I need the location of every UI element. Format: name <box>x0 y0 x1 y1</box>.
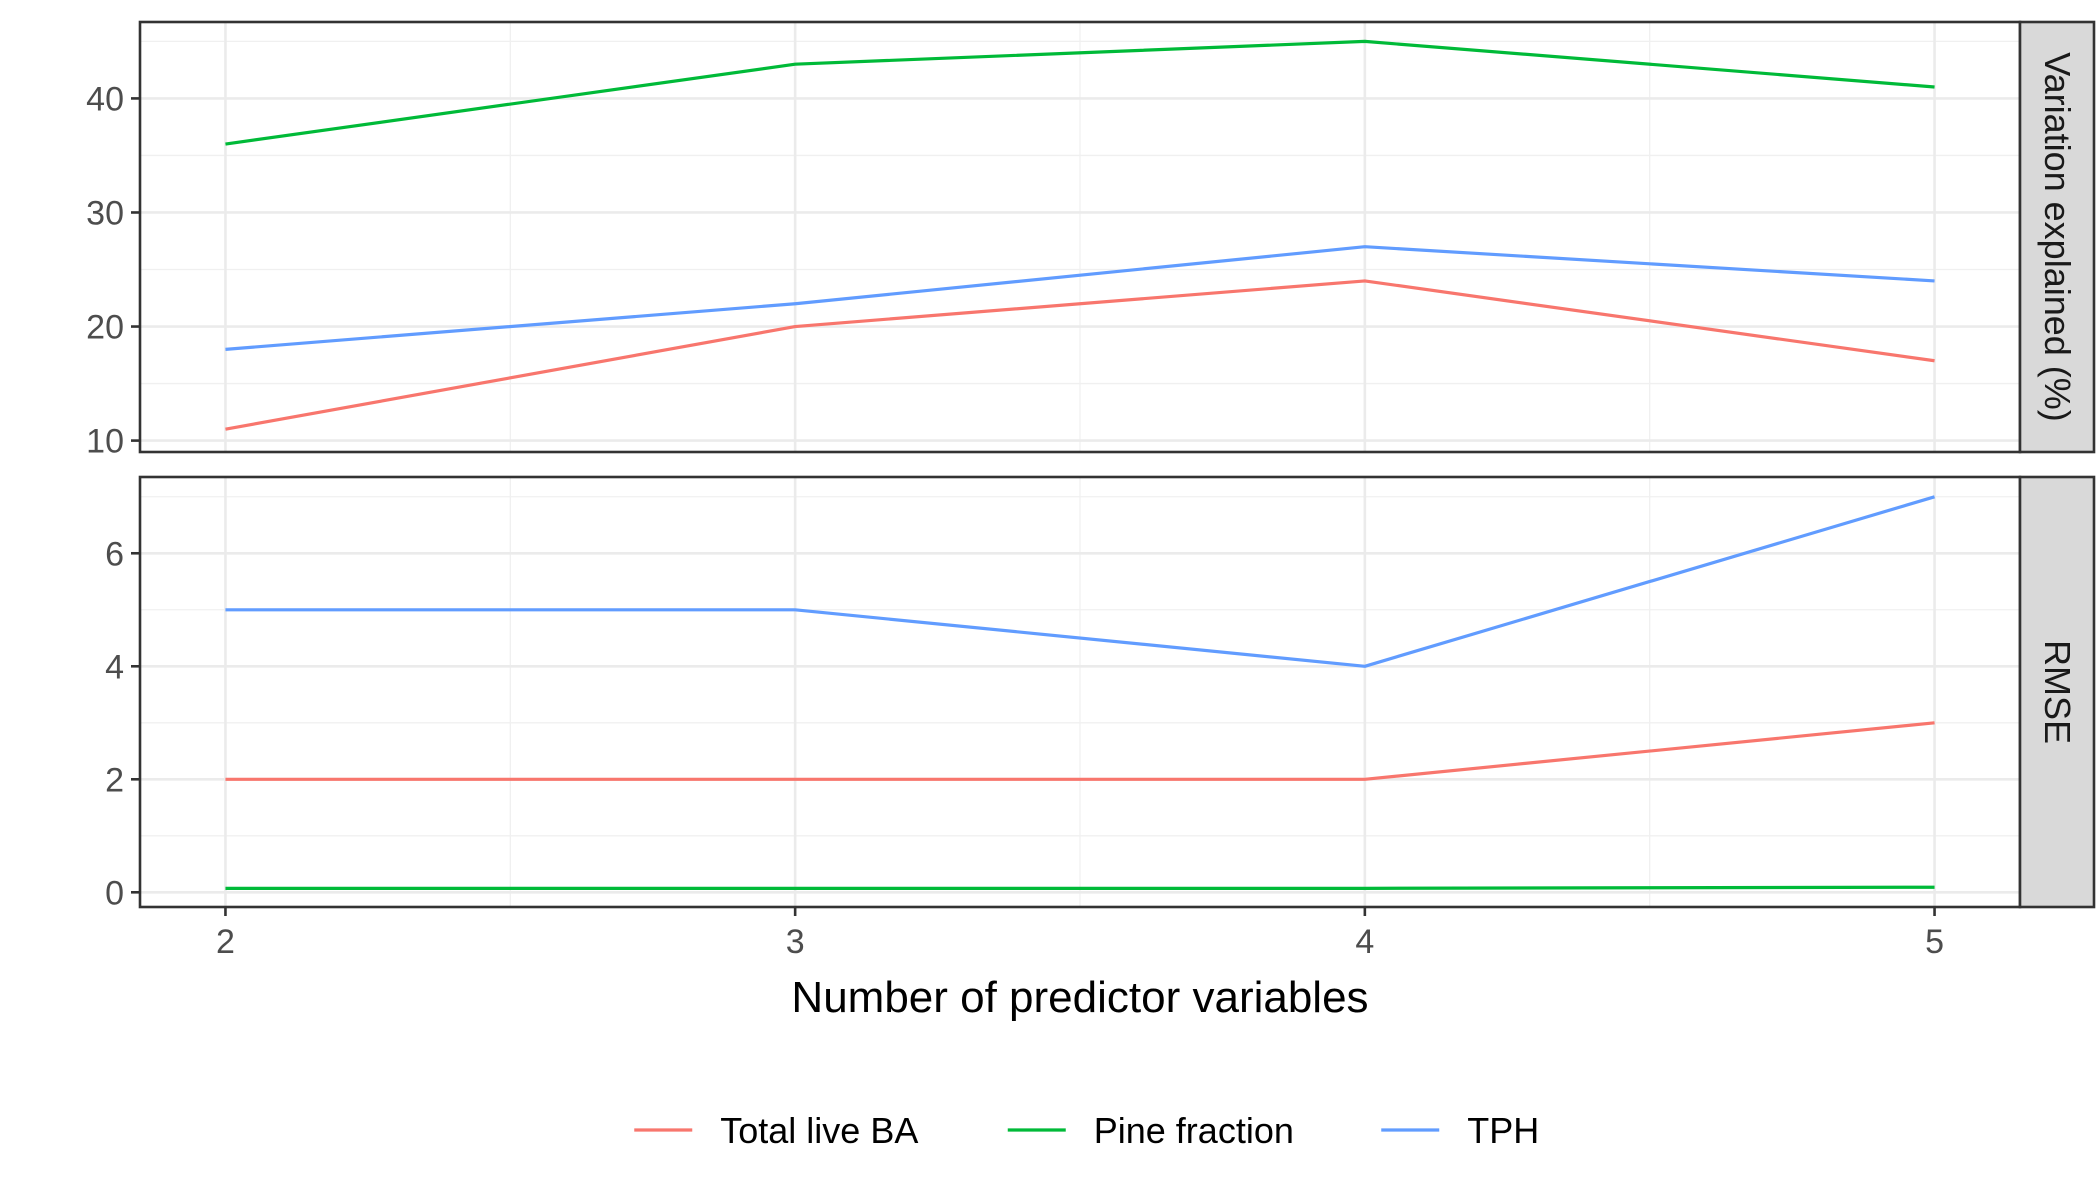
legend-label: TPH <box>1467 1110 1539 1151</box>
series-line-tph <box>225 245 1935 351</box>
x-axis-title: Number of predictor variables <box>791 973 1368 1022</box>
y-tick-label: 10 <box>86 423 124 461</box>
series-line-pine-fraction <box>225 39 1935 146</box>
series-line-total-live-ba <box>225 279 1935 431</box>
facet-strip-label: Variation explained (%) <box>2037 52 2078 422</box>
y-tick-label: 2 <box>105 761 124 799</box>
series-line-total-live-ba <box>225 721 1935 781</box>
legend: Total live BA Pine fraction TPH <box>634 1110 1539 1151</box>
panels: 10 20 30 40 Variation explained (%) 0 2 4 6 RMSE <box>86 20 2096 912</box>
x-axis: 2 3 4 5 <box>216 907 1944 961</box>
x-tick-label: 5 <box>1925 923 1944 961</box>
legend-label: Pine fraction <box>1094 1110 1294 1151</box>
y-tick-label: 40 <box>86 80 124 118</box>
series-line-pine-fraction <box>225 885 1935 890</box>
legend-label: Total live BA <box>720 1110 918 1151</box>
y-tick-label: 20 <box>86 309 124 347</box>
y-tick-label: 6 <box>105 535 124 573</box>
legend-item-tph: TPH <box>1381 1110 1539 1151</box>
y-tick-label: 0 <box>105 874 124 912</box>
series-line-tph <box>225 495 1936 668</box>
x-tick-label: 4 <box>1355 923 1374 961</box>
y-tick-label: 30 <box>86 194 124 232</box>
facet-strip <box>2018 20 2096 454</box>
panel-1: 10 20 30 40 Variation explained (%) <box>86 20 2096 461</box>
y-tick-label: 4 <box>105 648 124 686</box>
legend-item-pine-fraction: Pine fraction <box>1007 1110 1294 1151</box>
x-tick-label: 2 <box>216 923 235 961</box>
panel-2: 0 2 4 6 RMSE <box>105 475 2096 912</box>
facet-strip-label: RMSE <box>2037 640 2078 744</box>
facet-strip <box>2018 475 2096 909</box>
x-tick-label: 3 <box>786 923 805 961</box>
legend-item-total-live-ba: Total live BA <box>634 1110 918 1151</box>
